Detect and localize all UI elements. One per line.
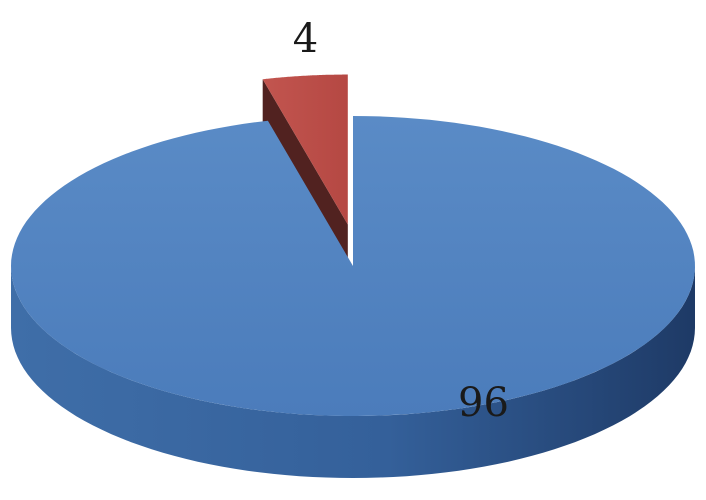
pie-slice-top-1	[262, 74, 348, 225]
pie-slice-side-0	[11, 266, 695, 478]
data-label-blue-slice: 96	[458, 380, 509, 426]
label-layer: 96 4	[293, 16, 509, 426]
slice-layer	[11, 74, 695, 478]
pie-slice-0	[11, 116, 695, 478]
pie-slice-top-0	[11, 116, 695, 416]
data-label-red-slice: 4	[293, 16, 318, 62]
